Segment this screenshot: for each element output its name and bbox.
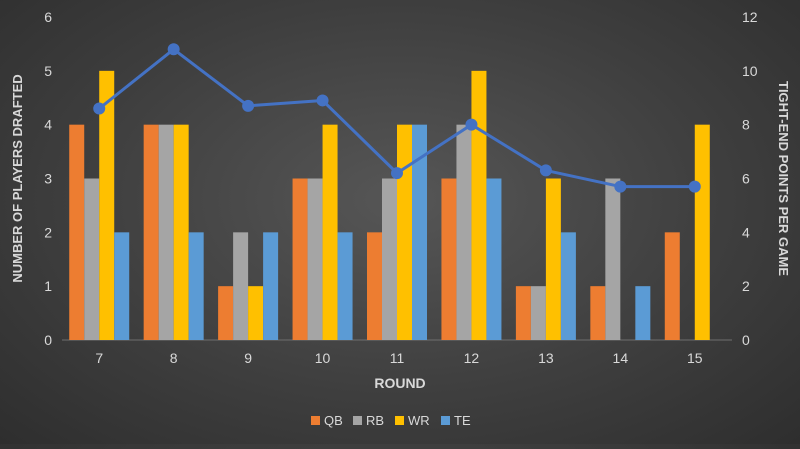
y2-tick-label: 2 [742, 278, 750, 294]
bar-rb-round-14 [605, 178, 621, 340]
bar-wr-round-9 [248, 286, 264, 340]
bar-qb-round-8 [143, 124, 159, 341]
x-tick-label: 15 [687, 350, 703, 366]
legend-label-qb: QB [324, 413, 343, 428]
bar-te-round-8 [188, 232, 204, 340]
bar-qb-round-11 [367, 232, 382, 340]
bar-te-round-10 [337, 232, 353, 340]
y2-tick-label: 4 [742, 224, 750, 240]
bar-rb-round-11 [382, 178, 397, 340]
x-tick-label: 10 [315, 350, 331, 366]
y2-tick-label: 6 [742, 171, 750, 187]
legend-swatch-wr [395, 416, 404, 425]
x-tick-label: 7 [95, 350, 103, 366]
y2-tick-label: 12 [742, 9, 758, 25]
te-points-marker-round-15 [688, 180, 701, 193]
legend-label-rb: RB [366, 413, 384, 428]
y-tick-label: 1 [44, 278, 52, 294]
bar-qb-round-12 [441, 178, 457, 340]
bar-wr-round-8 [173, 124, 189, 341]
y2-axis-title: TIGHT-END POINTS PER GAME [776, 81, 791, 276]
y-tick-label: 3 [44, 171, 52, 187]
x-tick-label: 14 [613, 350, 629, 366]
te-points-marker-round-10 [316, 94, 329, 107]
bar-rb-round-12 [456, 124, 472, 341]
legend-label-wr: WR [408, 413, 430, 428]
x-tick-label: 12 [464, 350, 480, 366]
y2-tick-label: 8 [742, 117, 750, 133]
bar-qb-round-14 [590, 286, 606, 340]
x-tick-label: 13 [538, 350, 554, 366]
bar-qb-round-7 [69, 124, 85, 341]
bar-wr-round-10 [322, 124, 338, 341]
bar-wr-round-15 [694, 124, 710, 341]
bar-rb-round-9 [233, 232, 249, 340]
bar-te-round-12 [486, 178, 502, 340]
y-tick-label: 2 [44, 224, 52, 240]
te-points-marker-round-8 [167, 43, 180, 56]
legend-label-te: TE [454, 413, 471, 428]
bar-qb-round-9 [218, 286, 234, 340]
x-axis-title: ROUND [374, 375, 425, 391]
bar-rb-round-7 [84, 178, 100, 340]
y-tick-label: 6 [44, 9, 52, 25]
te-points-marker-round-11 [391, 167, 403, 180]
te-points-marker-round-14 [614, 180, 627, 193]
y-axis-title: NUMBER OF PLAYERS DRAFTED [10, 74, 25, 282]
y2-tick-label: 10 [742, 63, 758, 79]
legend-swatch-qb [311, 416, 320, 425]
bar-rb-round-13 [530, 286, 546, 340]
y-tick-label: 0 [44, 332, 52, 348]
bar-te-round-14 [635, 286, 651, 340]
x-tick-label: 8 [170, 350, 178, 366]
te-points-marker-round-12 [465, 118, 478, 131]
bar-rb-round-8 [158, 124, 174, 341]
y-tick-label: 5 [44, 63, 52, 79]
bar-te-round-7 [114, 232, 130, 340]
bar-te-round-11 [412, 124, 427, 341]
bar-wr-round-12 [471, 70, 487, 340]
legend-swatch-rb [353, 416, 362, 425]
bar-qb-round-15 [664, 232, 680, 340]
bar-wr-round-13 [545, 178, 561, 340]
te-points-marker-round-7 [93, 102, 106, 115]
x-tick-label: 11 [390, 350, 405, 366]
x-tick-label: 9 [244, 350, 252, 366]
te-points-marker-round-9 [242, 99, 255, 112]
te-points-marker-round-13 [539, 164, 552, 177]
bar-te-round-13 [560, 232, 576, 340]
y-tick-label: 4 [44, 117, 52, 133]
bar-qb-round-13 [515, 286, 531, 340]
bar-rb-round-10 [307, 178, 323, 340]
legend-swatch-te [441, 416, 450, 425]
y2-tick-label: 0 [742, 332, 750, 348]
bar-te-round-9 [263, 232, 279, 340]
bar-wr-round-11 [397, 124, 412, 341]
bar-wr-round-7 [99, 70, 115, 340]
bar-qb-round-10 [292, 178, 308, 340]
